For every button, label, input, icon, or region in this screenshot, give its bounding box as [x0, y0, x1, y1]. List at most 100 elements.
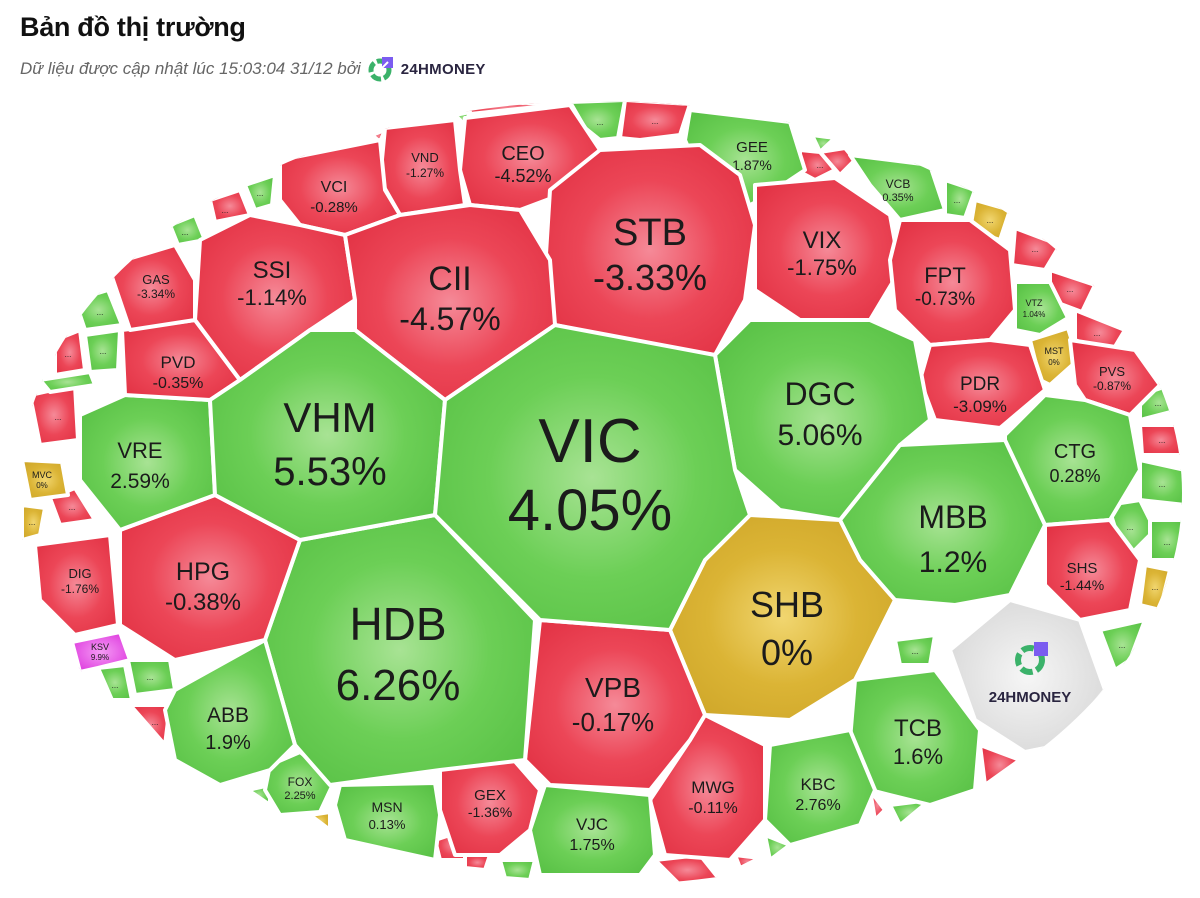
- svg-text:...: ...: [55, 413, 62, 422]
- tile-vjc[interactable]: VJC 1.75%: [528, 783, 657, 877]
- tile-msn[interactable]: MSN 0.13%: [333, 781, 442, 862]
- svg-text:-0.87%: -0.87%: [1093, 379, 1131, 393]
- svg-text:...: ...: [112, 681, 119, 690]
- svg-text:1.9%: 1.9%: [205, 732, 251, 754]
- svg-text:-3.09%: -3.09%: [953, 397, 1007, 416]
- svg-text:DGC: DGC: [784, 376, 855, 412]
- tile-abb[interactable]: ABB 1.9%: [163, 638, 297, 787]
- svg-text:...: ...: [987, 216, 994, 225]
- svg-text:...: ...: [954, 196, 961, 205]
- svg-text:SHS: SHS: [1067, 560, 1098, 577]
- svg-text:-0.38%: -0.38%: [165, 589, 241, 616]
- tile-cii[interactable]: CII-4.57%: [343, 203, 557, 402]
- svg-text:-0.28%: -0.28%: [310, 199, 358, 216]
- tile-shs[interactable]: SHS-1.44%: [1043, 518, 1142, 622]
- svg-text:...: ...: [69, 503, 76, 512]
- svg-text:...: ...: [597, 118, 604, 127]
- svg-text:MST: MST: [1045, 346, 1065, 356]
- svg-text:GEX: GEX: [474, 787, 506, 804]
- svg-text:1.87%: 1.87%: [732, 157, 772, 173]
- svg-text:...: ...: [100, 347, 107, 356]
- svg-text:...: ...: [182, 228, 189, 237]
- svg-text:CEO: CEO: [501, 143, 544, 165]
- svg-text:6.26%: 6.26%: [336, 661, 461, 710]
- svg-text:1.2%: 1.2%: [919, 546, 987, 579]
- svg-text:VND: VND: [411, 150, 438, 165]
- tile-vix[interactable]: VIX-1.75%: [753, 176, 902, 322]
- svg-text:...: ...: [29, 518, 36, 527]
- svg-text:HPG: HPG: [176, 558, 230, 586]
- tile-hdb[interactable]: HDB 6.26%: [263, 513, 537, 787]
- tile-vci[interactable]: VCI -0.28%: [278, 138, 402, 237]
- tile-dgc[interactable]: DGC 5.06%: [713, 318, 932, 522]
- svg-text:SSI: SSI: [253, 257, 292, 284]
- svg-text:-1.14%: -1.14%: [237, 285, 307, 310]
- svg-text:...: ...: [97, 308, 104, 317]
- svg-text:VIX: VIX: [803, 227, 842, 254]
- svg-text:0%: 0%: [36, 481, 48, 490]
- tile-ssi[interactable]: SSI-1.14%: [193, 213, 357, 382]
- svg-text:...: ...: [1127, 523, 1134, 532]
- svg-text:VCI: VCI: [321, 179, 348, 196]
- svg-text:2.25%: 2.25%: [284, 790, 315, 802]
- svg-text:VPB: VPB: [585, 672, 641, 703]
- svg-text:SHB: SHB: [750, 584, 824, 625]
- svg-text:-0.17%: -0.17%: [572, 707, 654, 737]
- tile-dig[interactable]: DIG-1.76%: [33, 533, 120, 637]
- svg-text:-3.33%: -3.33%: [593, 257, 707, 298]
- svg-text:...: ...: [1164, 538, 1171, 547]
- svg-text:ABB: ABB: [207, 704, 249, 727]
- svg-text:VIC: VIC: [538, 407, 641, 476]
- svg-text:GEE: GEE: [736, 139, 768, 156]
- svg-text:...: ...: [1155, 399, 1162, 408]
- svg-text:-1.76%: -1.76%: [61, 582, 99, 596]
- page-title: Bản đồ thị trường: [20, 12, 246, 42]
- svg-text:...: ...: [1032, 245, 1039, 254]
- svg-text:KBC: KBC: [801, 775, 836, 794]
- svg-text:2.76%: 2.76%: [795, 797, 840, 814]
- svg-text:GAS: GAS: [142, 272, 170, 287]
- collapsed-markers: ...... ...... ...... ...... ...... .....…: [29, 117, 1171, 727]
- tile-pvs[interactable]: PVS-0.87%: [1068, 338, 1162, 417]
- tile-fpt[interactable]: FPT-0.73%: [888, 218, 1017, 347]
- svg-text:CTG: CTG: [1054, 441, 1096, 463]
- brand-icon: [368, 57, 393, 82]
- svg-text:...: ...: [652, 117, 659, 126]
- tile-mwg[interactable]: MWG -0.11%: [648, 713, 767, 862]
- svg-text:TCB: TCB: [894, 715, 942, 742]
- svg-text:-4.52%: -4.52%: [494, 166, 551, 186]
- svg-text:PDR: PDR: [960, 374, 1000, 395]
- tile-pdr[interactable]: PDR -3.09%: [918, 338, 1047, 430]
- svg-text:1.6%: 1.6%: [893, 744, 943, 769]
- svg-text:...: ...: [1159, 480, 1166, 489]
- tile-stb[interactable]: STB-3.33%: [543, 143, 757, 357]
- svg-text:MVC: MVC: [32, 470, 53, 480]
- tile-vpb[interactable]: VPB -0.17%: [523, 618, 707, 792]
- svg-text:VJC: VJC: [576, 815, 608, 834]
- tile-gas[interactable]: GAS-3.34%: [106, 243, 197, 332]
- tile-vtz[interactable]: VTZ 1.04%: [1013, 280, 1070, 337]
- tile-vhm[interactable]: VHM 5.53%: [208, 328, 447, 542]
- svg-text:...: ...: [147, 673, 154, 682]
- svg-text:0%: 0%: [1048, 358, 1060, 367]
- svg-text:...: ...: [152, 718, 159, 727]
- svg-text:HDB: HDB: [349, 598, 446, 650]
- svg-text:1.04%: 1.04%: [1023, 310, 1046, 319]
- svg-text:5.06%: 5.06%: [777, 419, 862, 452]
- svg-text:1.75%: 1.75%: [569, 837, 614, 854]
- svg-text:DIG: DIG: [68, 566, 91, 581]
- svg-text:-3.34%: -3.34%: [137, 287, 175, 301]
- svg-text:0%: 0%: [761, 632, 813, 673]
- svg-text:0.13%: 0.13%: [369, 817, 406, 832]
- update-info: Dữ liệu được cập nhật lúc 15:03:04 31/12…: [20, 55, 486, 83]
- svg-text:-1.44%: -1.44%: [1060, 577, 1104, 593]
- svg-text:...: ...: [912, 647, 919, 656]
- svg-text:...: ...: [1159, 436, 1166, 445]
- brand-logo[interactable]: 24HMONEY: [367, 55, 486, 83]
- svg-text:FPT: FPT: [924, 263, 966, 288]
- svg-text:...: ...: [817, 161, 824, 170]
